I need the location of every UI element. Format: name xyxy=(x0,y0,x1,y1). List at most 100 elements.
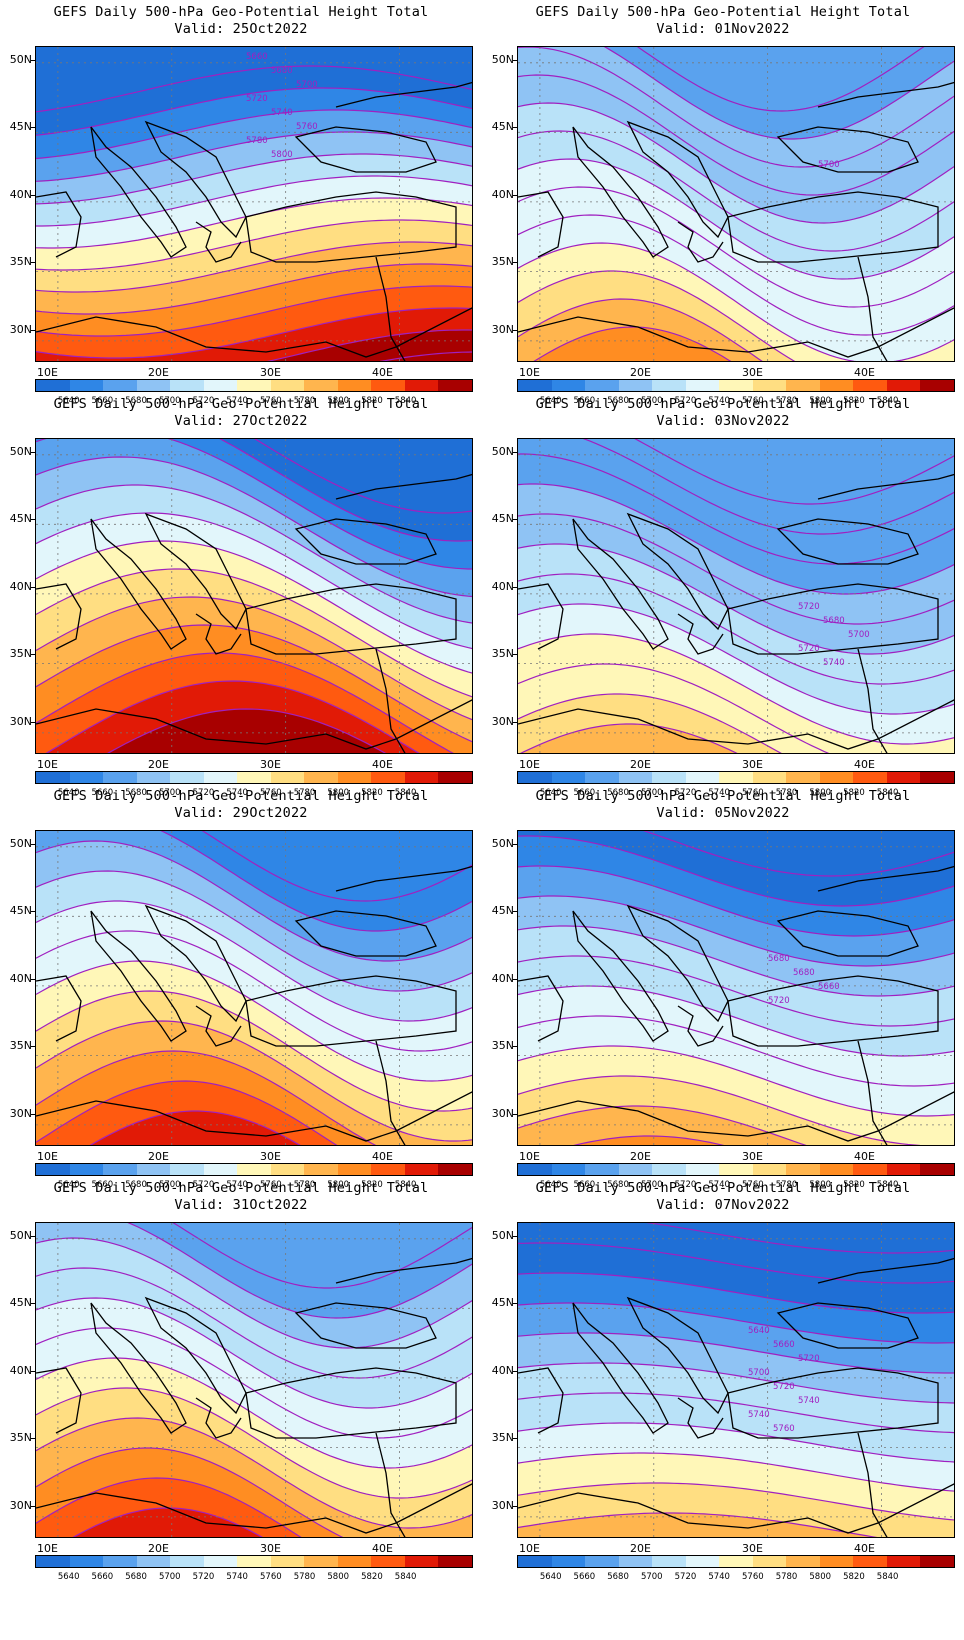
colorbar xyxy=(517,1555,955,1568)
colorbar-swatch xyxy=(786,1164,820,1175)
coastline xyxy=(518,975,564,1042)
colorbar-swatch xyxy=(752,772,787,783)
coastline xyxy=(375,648,406,753)
colorbar-swatch xyxy=(752,1556,787,1567)
colorbar-swatch xyxy=(886,380,921,391)
coastline xyxy=(294,518,437,565)
tick-mark xyxy=(31,1438,35,1439)
colorbar-label: 5700 xyxy=(158,1180,181,1190)
contour-line xyxy=(127,1223,472,1319)
colorbar-label: 5820 xyxy=(843,1180,865,1190)
colorbar-swatch xyxy=(69,380,104,391)
panel-valid-date: Valid: 01Nov2022 xyxy=(656,21,790,37)
latitude-label: 45N xyxy=(491,904,514,917)
colorbar-label: 5780 xyxy=(293,1572,316,1582)
longitude-label: 30E xyxy=(260,758,281,771)
coastline xyxy=(518,307,954,358)
latitude-label: 40N xyxy=(491,972,514,985)
latitude-label: 45N xyxy=(9,120,32,133)
coastline xyxy=(335,1257,472,1284)
contour-label: 5680 xyxy=(768,954,790,964)
colorbar-swatch xyxy=(136,1556,171,1567)
contour-line xyxy=(518,895,954,967)
contour-line xyxy=(36,930,472,1052)
colorbar-swatch xyxy=(786,1556,820,1567)
latitude-label: 40N xyxy=(491,188,514,201)
contour-line xyxy=(36,596,472,721)
contour-field xyxy=(36,1223,472,1537)
contour-label: 5740 xyxy=(823,658,845,668)
longitude-label: 40E xyxy=(854,1150,875,1163)
coastline xyxy=(36,1367,82,1434)
coastline xyxy=(776,1302,919,1349)
colorbar-swatch xyxy=(438,772,472,783)
colorbar-label: 5740 xyxy=(708,396,730,406)
longitude-label: 30E xyxy=(742,366,763,379)
contour-line xyxy=(36,900,472,1022)
colorbar-swatch xyxy=(103,1164,137,1175)
panel-title: GEFS Daily 500-hPa Geo-Potential Height … xyxy=(53,1180,429,1196)
colorbar-swatch xyxy=(371,380,405,391)
contour-line xyxy=(518,513,954,625)
latitude-label: 35N xyxy=(491,1039,514,1052)
contour-label: 5700 xyxy=(848,630,870,640)
colorbar-swatch xyxy=(585,1164,619,1175)
colorbar-swatch xyxy=(103,772,137,783)
coastline xyxy=(727,583,939,655)
coastline xyxy=(626,904,729,1023)
geopotential-map: 5680 5680 5660 5720 xyxy=(517,830,955,1146)
latitude-label: 45N xyxy=(491,512,514,525)
map-panel: GEFS Daily 500-hPa Geo-Potential Height … xyxy=(0,0,482,410)
colorbar-label: 5760 xyxy=(260,396,282,406)
tick-mark xyxy=(513,195,517,196)
colorbar-label: 5820 xyxy=(361,1180,383,1190)
colorbar-label: 5740 xyxy=(708,788,730,798)
contour-line xyxy=(72,1507,263,1537)
tick-mark xyxy=(31,1046,35,1047)
contour-line xyxy=(36,439,472,570)
tick-mark xyxy=(513,722,517,723)
contour-line xyxy=(518,693,782,753)
colorbar-label: 5760 xyxy=(260,1572,282,1582)
panel-title: GEFS Daily 500-hPa Geo-Potential Height … xyxy=(53,396,429,412)
longitude-label: 30E xyxy=(260,1542,281,1555)
tick-mark xyxy=(513,1438,517,1439)
contour-line xyxy=(89,1110,301,1145)
colorbar-label: 5660 xyxy=(573,396,596,406)
colorbar-swatch xyxy=(237,1164,271,1175)
contour-label: 5720 xyxy=(798,602,820,612)
colorbar-label: 5660 xyxy=(573,1180,596,1190)
contour-line xyxy=(266,329,472,361)
tick-mark xyxy=(31,1114,35,1115)
colorbar-swatch xyxy=(652,772,686,783)
contour-field: 5700 xyxy=(518,47,954,361)
colorbar-swatch xyxy=(438,380,472,391)
colorbar-label: 5660 xyxy=(573,1572,596,1582)
colorbar-label: 5820 xyxy=(843,788,865,798)
colorbar-swatch xyxy=(270,1164,305,1175)
contour-line xyxy=(45,680,420,753)
contour-line xyxy=(201,831,472,902)
colorbar-label: 5720 xyxy=(674,396,697,406)
longitude-label: 30E xyxy=(742,1542,763,1555)
contour-line xyxy=(36,219,472,271)
contour-line xyxy=(518,1332,954,1374)
contour-label: 5720 xyxy=(768,996,790,1006)
contour-line xyxy=(518,242,954,361)
coastline xyxy=(245,975,457,1047)
contour-line xyxy=(573,1135,725,1145)
band-fill xyxy=(108,709,385,753)
colorbar-swatch xyxy=(203,1556,238,1567)
contour-label: 5720 xyxy=(798,644,820,654)
latitude-label: 50N xyxy=(491,445,514,458)
panel-valid-date: Valid: 25Oct2022 xyxy=(174,21,308,37)
colorbar-swatch xyxy=(518,1556,552,1567)
colorbar-swatch xyxy=(685,380,720,391)
tick-mark xyxy=(31,722,35,723)
colorbar-swatch xyxy=(404,772,439,783)
contour-label: 5720 xyxy=(246,94,268,104)
colorbar-label: 5680 xyxy=(125,788,147,798)
